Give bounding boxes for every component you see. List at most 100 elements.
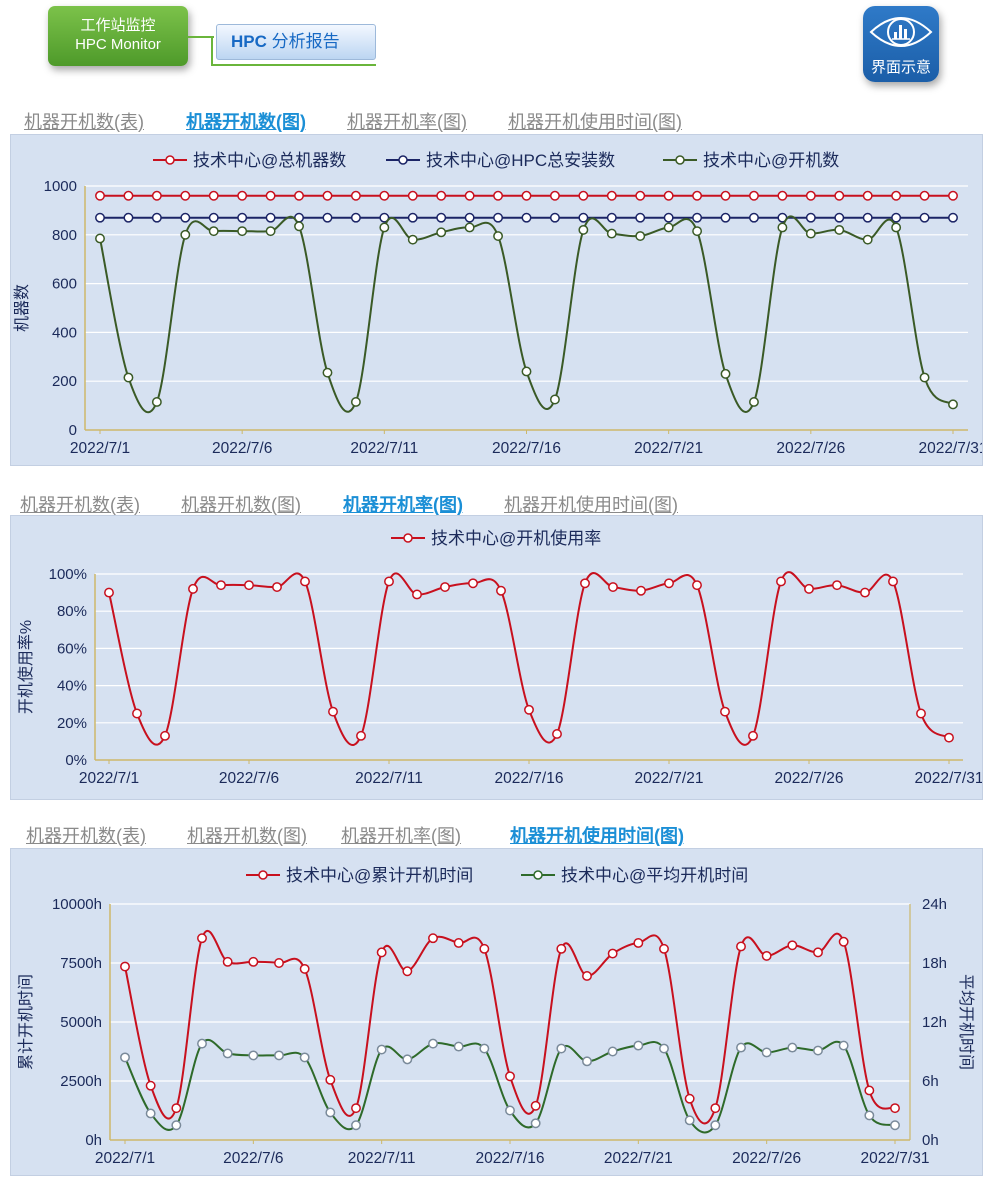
tab-bar: 机器开机数(表) 机器开机数(图) 机器开机率(图) 机器开机使用时间(图): [20, 491, 720, 515]
data-point: [710, 1103, 721, 1114]
logo-connector: [211, 64, 376, 66]
y-tick-label: 10000h: [52, 896, 102, 913]
data-point: [864, 1085, 875, 1096]
y-tick-label: 60%: [57, 640, 87, 657]
data-point: [272, 582, 282, 592]
data-point: [351, 1103, 361, 1114]
data-point: [530, 1100, 541, 1111]
data-point: [552, 729, 562, 739]
data-point: [244, 580, 254, 591]
eye-chart-icon: [869, 17, 933, 47]
logo-subtitle: HPC Monitor: [75, 36, 161, 53]
y-tick-label: 0%: [65, 752, 87, 769]
y2-tick-label: 12h: [922, 1014, 947, 1031]
tab-machine-count-chart[interactable]: 机器开机数(图): [186, 112, 306, 132]
data-point: [300, 576, 310, 587]
machine-rate-chart: 0% 20% 40% 60% 80% 100% 2022/7/1 2022/7/6 2022/7…: [17, 528, 983, 787]
data-point: [635, 212, 646, 223]
usage-time-chart: 0h 2500h 5000h 7500h 10000h 0h 6h 12h 18h 24h 2022…: [17, 866, 975, 1167]
tab-machine-rate-chart[interactable]: 机器开机率(图): [341, 826, 461, 846]
data-point: [720, 706, 730, 717]
hpc-report-button[interactable]: HPC 分析报告: [216, 24, 376, 60]
report-label-suffix: 分析报告: [266, 32, 340, 51]
legend-label: 技术中心@开机数: [703, 151, 839, 170]
data-point: [832, 580, 842, 591]
y-tick-label: 600: [52, 276, 77, 293]
y-axis-title: 机器数: [13, 284, 31, 332]
data-point: [549, 394, 560, 405]
data-point: [208, 212, 219, 223]
tab-bar: 机器开机数(表) 机器开机数(图) 机器开机率(图) 机器开机使用时间(图): [24, 108, 724, 132]
data-point: [171, 1120, 182, 1131]
data-point: [777, 190, 788, 201]
y-tick-label: 800: [52, 227, 77, 244]
tab-machine-usage-time-chart[interactable]: 机器开机使用时间(图): [504, 495, 678, 515]
tab-machine-count-table[interactable]: 机器开机数(表): [24, 112, 144, 132]
data-point: [664, 578, 674, 589]
tab-machine-usage-time-chart[interactable]: 机器开机使用时间(图): [508, 112, 682, 132]
data-point: [556, 1043, 567, 1054]
data-point: [322, 367, 333, 378]
x-tick-label: 2022/7/1: [79, 770, 139, 787]
y-tick-label: 40%: [57, 678, 87, 695]
logo-title: 工作站监控: [80, 17, 156, 34]
data-point: [890, 1103, 900, 1114]
data-point: [376, 1044, 387, 1055]
data-point: [440, 582, 450, 592]
data-point: [787, 1042, 798, 1053]
data-point: [123, 212, 134, 223]
data-point: [132, 708, 142, 719]
data-point: [916, 708, 926, 719]
data-point: [530, 1118, 541, 1129]
data-point: [299, 963, 310, 974]
data-point: [376, 947, 387, 958]
data-point: [351, 1120, 361, 1131]
data-point: [838, 1040, 849, 1051]
x-tick-label: 2022/7/11: [355, 770, 423, 787]
data-point: [123, 190, 134, 201]
y2-tick-label: 0h: [922, 1132, 939, 1149]
data-point: [578, 190, 589, 201]
data-point: [384, 576, 394, 587]
tab-machine-usage-time-chart[interactable]: 机器开机使用时间(图): [510, 826, 684, 846]
data-point: [684, 1115, 695, 1126]
data-point: [813, 1045, 823, 1056]
data-point: [919, 190, 930, 201]
data-point: [633, 1040, 644, 1051]
tab-machine-count-chart[interactable]: 机器开机数(图): [187, 826, 307, 846]
data-point: [749, 396, 759, 407]
data-point: [692, 190, 703, 201]
data-point: [663, 212, 674, 223]
data-point: [180, 212, 191, 223]
ui-preview-button[interactable]: 界面示意: [863, 6, 939, 82]
y-tick-label: 2500h: [60, 1073, 102, 1090]
data-point: [860, 587, 870, 598]
data-point: [402, 966, 413, 977]
data-point: [834, 190, 845, 201]
x-tick-label: 2022/7/21: [635, 770, 704, 787]
data-point: [436, 212, 447, 223]
x-tick-label: 2022/7/16: [492, 440, 561, 457]
tab-machine-count-chart[interactable]: 机器开机数(图): [181, 495, 301, 515]
data-point: [171, 1103, 182, 1114]
y-tick-label: 100%: [49, 566, 87, 583]
y-tick-label: 0: [69, 422, 77, 439]
tab-machine-count-table[interactable]: 机器开机数(表): [26, 826, 146, 846]
tab-machine-count-table[interactable]: 机器开机数(表): [20, 495, 140, 515]
data-point: [891, 190, 902, 201]
data-point: [208, 190, 219, 201]
data-point: [663, 222, 674, 233]
y2-tick-label: 18h: [922, 955, 947, 972]
y-tick-label: 5000h: [60, 1014, 102, 1031]
data-point: [556, 943, 567, 954]
tab-machine-rate-chart[interactable]: 机器开机率(图): [347, 112, 467, 132]
data-point: [180, 229, 191, 240]
y2-tick-label: 24h: [922, 896, 947, 913]
data-point: [145, 1080, 156, 1091]
data-point: [237, 226, 248, 237]
data-point: [736, 941, 746, 952]
data-point: [325, 1107, 336, 1118]
tab-machine-rate-chart[interactable]: 机器开机率(图): [343, 495, 463, 515]
data-point: [636, 585, 646, 596]
x-tick-label: 2022/7/26: [732, 1150, 801, 1167]
